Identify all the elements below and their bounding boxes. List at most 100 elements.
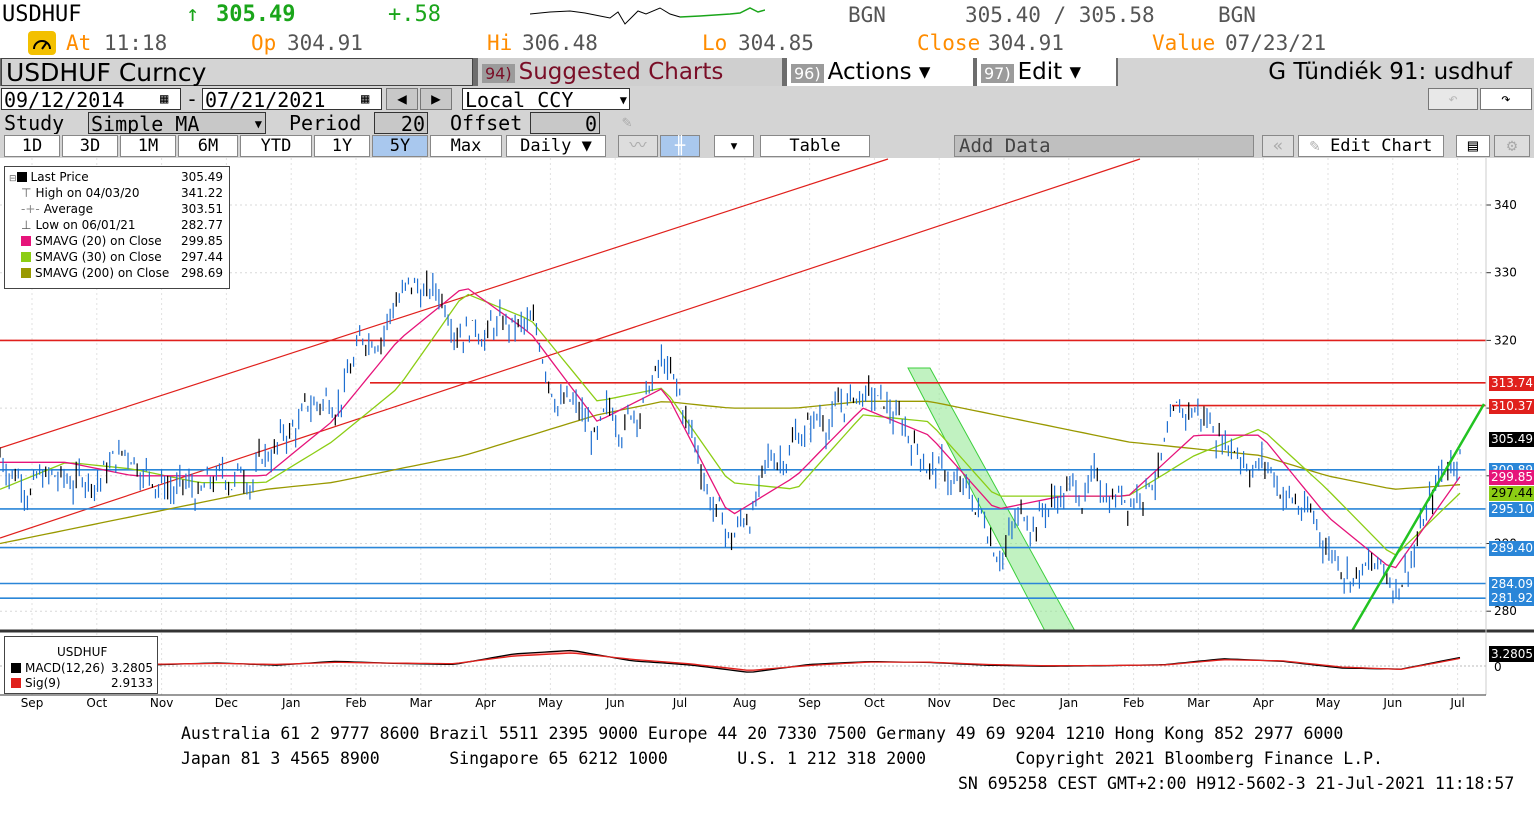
bar-chart-icon[interactable]: ╫ (660, 135, 700, 157)
signal-line (157, 652, 1461, 671)
edit-chart-button[interactable]: ✎ Edit Chart (1298, 135, 1444, 157)
macd-line (157, 649, 1461, 673)
price-chart[interactable]: 340330320310300290280 SepOctNovDecJanFeb… (0, 158, 1534, 713)
price-tag: 289.40 (1489, 540, 1534, 556)
sig-value: 2.9133 (111, 676, 153, 690)
x-tick-label: Sep (798, 696, 821, 710)
prev-period-button[interactable]: ◀ (386, 88, 418, 110)
chevron-down-icon: ▾ (728, 136, 740, 156)
edit-menu[interactable]: 97) Edit ▾ (977, 58, 1116, 86)
legend-row-average: -+- Average 303.51 (9, 202, 225, 217)
gear-icon[interactable]: ⚙ (1494, 135, 1530, 157)
x-tick-label: Jan (1059, 696, 1079, 710)
period-tab-5y[interactable]: 5Y (372, 135, 428, 157)
last-price: 305.49 (216, 2, 296, 27)
open-value: 304.91 (287, 31, 363, 55)
legend-row-sma20: SMAVG (20) on Close 299.85 (9, 234, 225, 249)
macd-zero-label: 0 (1494, 660, 1502, 674)
chart-name: G Tündiék 91: usdhuf (1118, 58, 1534, 86)
macd-legend[interactable]: USDHUF MACD(12,26) 3.2805 Sig(9) 2.9133 (4, 636, 158, 694)
x-tick-label: Nov (927, 696, 950, 710)
legend-label: SMAVG (30) on Close (35, 250, 162, 264)
edit-num: 97) (981, 64, 1014, 83)
chart-settings-icon[interactable]: ▤ (1456, 135, 1490, 157)
frequency-value: Daily ▼ (520, 136, 592, 156)
high-label: Hi (487, 31, 513, 55)
legend-row-low: ⊥ Low on 06/01/21 282.77 (9, 218, 225, 233)
line-chart-icon[interactable]: 〰 (618, 135, 658, 157)
chevron-down-icon: ▼ (619, 93, 627, 107)
period-tab-label: 3D (79, 136, 101, 156)
date-range-bar: 09/12/2014 ▦ - 07/21/2021 ▦ ◀ ▶ Local CC… (0, 86, 1534, 112)
security-field[interactable]: USDHUF Curncy (1, 58, 473, 87)
pencil-icon[interactable]: ✎ (622, 112, 632, 131)
low-marker-icon: ⊥ (21, 218, 32, 232)
sig-label: Sig(9) (25, 676, 61, 690)
y-tick-label: 280 (1494, 604, 1517, 618)
period-tab-1d[interactable]: 1D (4, 135, 60, 157)
table-label: Table (789, 136, 841, 156)
y-tick-label: 330 (1494, 266, 1517, 280)
x-tick-label: Jul (1449, 696, 1464, 710)
chart-type-dropdown[interactable]: ▾ (714, 135, 754, 157)
x-axis: Sep Oct Nov Dec Jan Feb Mar Apr May Jun Jul Aug Sep O… (21, 696, 1465, 713)
x-tick-label: Jun (605, 696, 625, 710)
undo-button[interactable]: ↶ (1428, 88, 1478, 110)
period-tab-3d[interactable]: 3D (62, 135, 118, 157)
collapse-icon[interactable]: « (1262, 135, 1294, 157)
period-tab-max[interactable]: Max (430, 135, 502, 157)
ticker-symbol: USDHUF (2, 2, 82, 27)
low-label: Lo (702, 31, 728, 55)
legend-swatch (21, 252, 31, 262)
period-tab-1m[interactable]: 1M (120, 135, 176, 157)
speedometer-icon[interactable] (28, 31, 56, 55)
x-tick-label: Jun (1382, 696, 1402, 710)
offset-input[interactable]: 0 (530, 112, 600, 134)
chart-name-label: G Tündiék 91: usdhuf (1268, 59, 1512, 85)
next-period-button[interactable]: ▶ (420, 88, 452, 110)
add-data-input[interactable]: Add Data (954, 135, 1254, 157)
frequency-select[interactable]: Daily ▼ (506, 135, 606, 157)
chart-legend[interactable]: ⊟ Last Price 305.49 ⊤ High on 04/03/20 341.2… (4, 166, 230, 289)
x-year-label: 2020 (631, 711, 662, 713)
period-input[interactable]: 20 (374, 112, 428, 134)
actions-menu[interactable]: 96) Actions ▾ (787, 58, 973, 86)
legend-label: Last Price (30, 170, 89, 184)
x-tick-label: Apr (475, 696, 496, 710)
period-tab-1y[interactable]: 1Y (314, 135, 370, 157)
start-date-input[interactable]: 09/12/2014 (1, 88, 181, 110)
period-tab-6m[interactable]: 6M (178, 135, 238, 157)
edit-chart-label: Edit Chart (1330, 136, 1433, 156)
title-bar: USDHUF Curncy 94) Suggested Charts 96) Act… (0, 58, 1534, 87)
legend-row-high: ⊤ High on 04/03/20 341.22 (9, 186, 225, 201)
price-tag: 295.10 (1489, 501, 1534, 517)
x-tick-label: Oct (86, 696, 107, 710)
calendar-icon[interactable]: ▦ (361, 91, 370, 107)
period-toolbar: 1D 3D 1M 6M YTD 1Y 5Y Max Daily ▼ 〰 ╫ ▾ … (0, 134, 1534, 158)
sig-legend-row: Sig(9) 2.9133 (11, 676, 153, 690)
currency-select[interactable]: Local CCY ▼ (462, 88, 630, 110)
average-marker-icon: -+- (21, 202, 40, 216)
redo-button[interactable]: ↷ (1480, 88, 1532, 110)
period-tab-ytd[interactable]: YTD (240, 135, 312, 157)
legend-row-sma200: SMAVG (200) on Close 298.69 (9, 266, 225, 281)
table-button[interactable]: Table (760, 135, 870, 157)
end-date-input[interactable]: 07/21/2021 (202, 88, 382, 110)
macd-legend-row: MACD(12,26) 3.2805 (11, 661, 153, 675)
suggested-charts-num: 94) (482, 64, 515, 83)
period-tab-label: Max (450, 136, 482, 156)
redo-icon: ↷ (1501, 89, 1511, 108)
collapse-icon[interactable]: ⊟ (9, 174, 17, 184)
study-select[interactable]: Simple MA ▼ (88, 112, 266, 134)
suggested-charts-button[interactable]: 94) Suggested Charts (478, 58, 782, 86)
offset-label: Offset (450, 111, 523, 135)
end-date-value: 07/21/2021 (205, 88, 326, 110)
chevron-down-icon: ▼ (254, 117, 262, 131)
x-year-label: 2021 (1244, 711, 1275, 713)
legend-value: 282.77 (181, 218, 223, 232)
calendar-icon[interactable]: ▦ (160, 91, 169, 107)
close-value: 304.91 (988, 31, 1064, 55)
suggested-charts-label: Suggested Charts (518, 59, 724, 85)
x-tick-label: Feb (1123, 696, 1144, 710)
price-tag: 313.74 (1489, 375, 1534, 391)
